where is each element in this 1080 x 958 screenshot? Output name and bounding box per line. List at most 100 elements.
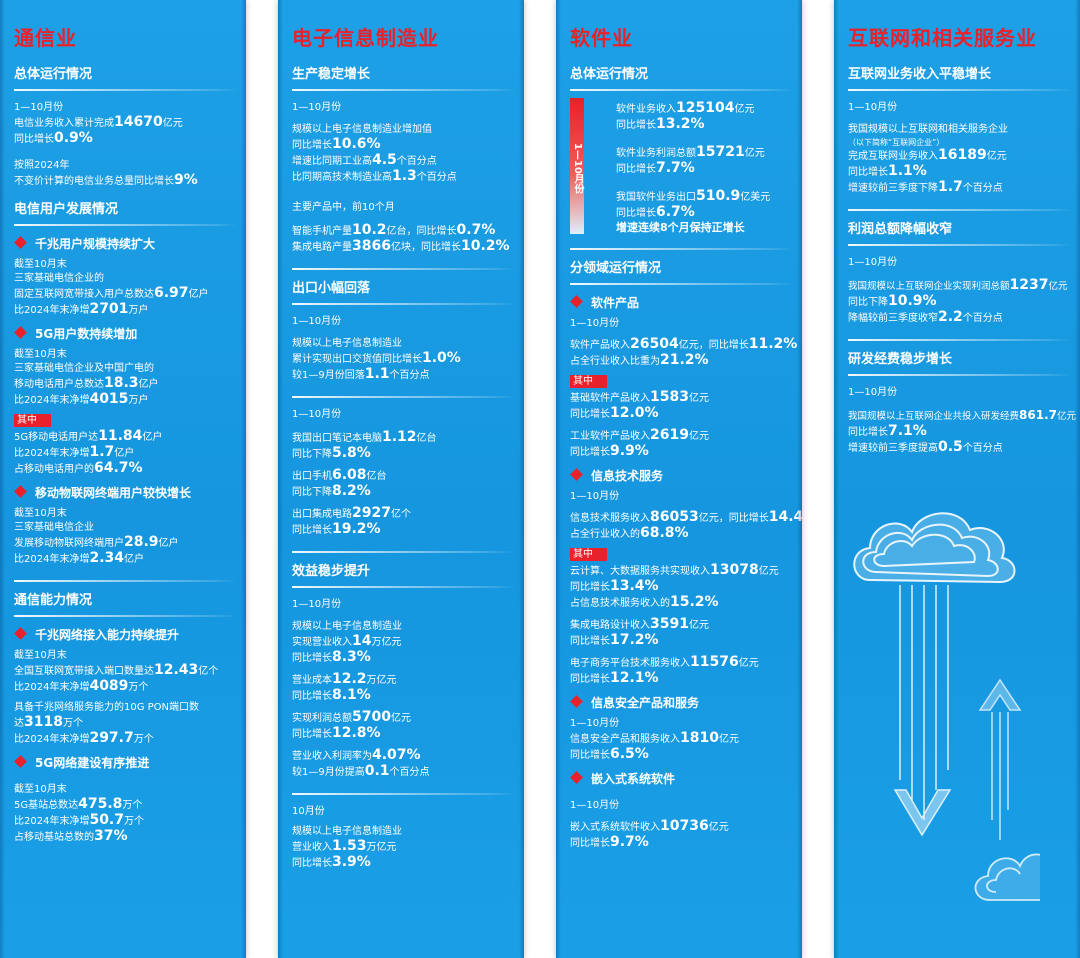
period-label: 1—10月份 — [570, 718, 620, 729]
stat-line: 同比下降10.9% — [848, 293, 937, 309]
stat-line: 较1—9月份提高0.1个百分点 — [292, 763, 430, 779]
stat-line: 比2024年末净增297.7万个 — [14, 730, 154, 746]
period-label: 1—10月份 — [14, 102, 64, 113]
stat-line: 出口集成电路2927亿个 — [292, 505, 411, 521]
stat-line: 规模以上电子信息制造业 — [292, 338, 402, 349]
stat-line: 规模以上电子信息制造业 — [292, 826, 402, 837]
stat-line: 比2024年末净增1.7亿户 — [14, 444, 135, 460]
period-vertical-label: 1—10月份 — [570, 98, 584, 234]
stat-line: 同比增长13.2% — [616, 116, 705, 132]
stat-line: 同比增长0.9% — [14, 130, 93, 146]
stat-line: 我国规模以上互联网和相关服务企业 — [848, 124, 1008, 135]
stat-line: 同比增长12.0% — [570, 405, 659, 421]
stat-line: 工业软件产品收入2619亿元 — [570, 427, 709, 443]
section-divider — [848, 339, 1072, 341]
section-title: 总体运行情况 — [14, 67, 93, 82]
period-label: 1—10月份 — [848, 257, 898, 268]
stat-line: 同比下降5.8% — [292, 445, 371, 461]
panel-title: 互联网和相关服务业 — [848, 26, 1037, 50]
bullet-heading: 5G用户数持续增加 — [14, 326, 238, 342]
bullet-heading: 5G网络建设有序推进 — [14, 755, 238, 771]
bullet-heading: 千兆网络接入能力持续提升 — [14, 627, 238, 643]
section-title: 利润总额降幅收窄 — [848, 222, 953, 237]
stat-line: 同比增长3.9% — [292, 854, 371, 870]
stat-line: 增速连续8个月保持正增长 — [616, 221, 745, 234]
stat-line: 占移动电话用户的64.7% — [14, 460, 143, 476]
period-label: 1—10月份 — [570, 318, 620, 329]
stat-line: 营业收入利润率为4.07% — [292, 747, 421, 763]
stat-line: 同比增长8.3% — [292, 649, 371, 665]
section-divider — [14, 89, 238, 91]
stat-line: 集成电路产量3866亿块，同比增长10.2% — [292, 238, 510, 254]
stat-line: 同比增长6.7% — [616, 204, 695, 220]
stat-line: 截至10月末 — [14, 349, 67, 360]
stat-line: 增速较前三季度下降1.7个百分点 — [848, 179, 1003, 195]
section-divider — [848, 244, 1072, 246]
red-diamond-icon — [14, 627, 27, 640]
stat-line: 软件业务利润总额15721亿元 — [616, 144, 765, 160]
stat-line: 比2024年末净增2701万户 — [14, 301, 149, 317]
red-diamond-icon — [14, 485, 27, 498]
red-diamond-icon — [570, 771, 583, 784]
stat-line: 截至10月末 — [14, 650, 67, 661]
stat-line: 规模以上电子信息制造业 — [292, 621, 402, 632]
stat-line: 比2024年末净增50.7万个 — [14, 812, 144, 828]
tag-label: 其中 — [14, 414, 51, 427]
panel-internet-services: 互联网和相关服务业 互联网业务收入平稳增长 1—10月份 我国规模以上互联网和相… — [834, 0, 1080, 958]
stat-line: 云计算、大数据服务共实现收入13078亿元 — [570, 562, 779, 578]
panel-content: 互联网业务收入平稳增长 1—10月份 我国规模以上互联网和相关服务企业 （以下简… — [848, 66, 1076, 456]
period-label: 10月份 — [292, 806, 325, 817]
bullet-heading: 信息技术服务 — [570, 468, 794, 484]
section-divider — [14, 615, 238, 617]
section-divider — [570, 283, 794, 285]
stat-line: 同比增长17.2% — [570, 632, 659, 648]
panel-title: 通信业 — [14, 26, 77, 50]
section-divider — [848, 374, 1072, 376]
stat-line: 移动电话用户总数达18.3亿户 — [14, 375, 159, 391]
stat-line: 降幅较前三季度收窄2.2个百分点 — [848, 309, 1003, 325]
stat-line: 实现营业收入14万亿元 — [292, 633, 402, 649]
stat-line: 智能手机产量10.2亿台，同比增长0.7% — [292, 222, 496, 238]
stat-line: 比2024年末净增4089万个 — [14, 678, 149, 694]
period-label: 1—10月份 — [848, 387, 898, 398]
section-divider — [292, 268, 516, 270]
stat-line: 同比增长6.5% — [570, 746, 649, 762]
section-divider — [570, 248, 794, 250]
section-divider — [292, 303, 516, 305]
stat-line: 同比增长8.1% — [292, 687, 371, 703]
panel-title: 软件业 — [570, 26, 633, 50]
panel-content: 总体运行情况 1—10月份 电信业务收入累计完成14670亿元 同比增长0.9%… — [14, 66, 238, 845]
stat-line: 实现利润总额5700亿元 — [292, 709, 411, 725]
panel-telecom: 通信业 总体运行情况 1—10月份 电信业务收入累计完成14670亿元 同比增长… — [0, 0, 246, 958]
stat-line: 营业成本12.2万亿元 — [292, 671, 397, 687]
stat-line: 占移动基站总数的37% — [14, 828, 128, 844]
tag-label: 其中 — [570, 548, 607, 561]
up-arrow-icon — [978, 678, 1022, 840]
section-title: 效益稳步提升 — [292, 564, 371, 579]
panel-software: 软件业 1—10月份 总体运行情况 软件业务收入125104亿元 同比增长13.… — [556, 0, 802, 958]
stat-line: 发展移动物联网终端用户28.9亿户 — [14, 534, 179, 550]
stat-line: 三家基础电信企业 — [14, 522, 94, 533]
stat-line: 信息技术服务收入86053亿元，同比增长14.4% — [570, 509, 802, 525]
software-overview-stats: 软件业务收入125104亿元 同比增长13.2% 软件业务利润总额15721亿元… — [570, 101, 794, 235]
stat-line: 同比增长9.9% — [570, 443, 649, 459]
period-label: 1—10月份 — [570, 800, 620, 811]
section-divider — [14, 224, 238, 226]
tag-label: 其中 — [570, 375, 607, 388]
red-diamond-icon — [14, 755, 27, 768]
stat-line: 信息安全产品和服务收入1810亿元 — [570, 730, 739, 746]
down-arrow-icon — [893, 585, 952, 837]
cloud-icon — [974, 853, 1040, 901]
section-title: 电信用户发展情况 — [14, 202, 119, 217]
red-diamond-icon — [14, 326, 27, 339]
stat-line: 比同期高技术制造业高1.3个百分点 — [292, 168, 457, 184]
section-divider — [292, 89, 516, 91]
stat-line: 同比增长12.8% — [292, 725, 381, 741]
section-divider — [848, 209, 1072, 211]
section-title: 总体运行情况 — [570, 67, 649, 82]
stat-line: 我国出口笔记本电脑1.12亿台 — [292, 429, 437, 445]
stat-line: 软件产品收入26504亿元，同比增长11.2% — [570, 336, 798, 352]
section-divider — [570, 89, 794, 91]
stat-line: 全国互联网宽带接入端口数量达12.43亿个 — [14, 662, 219, 678]
stat-line: 基础软件产品收入1583亿元 — [570, 389, 709, 405]
